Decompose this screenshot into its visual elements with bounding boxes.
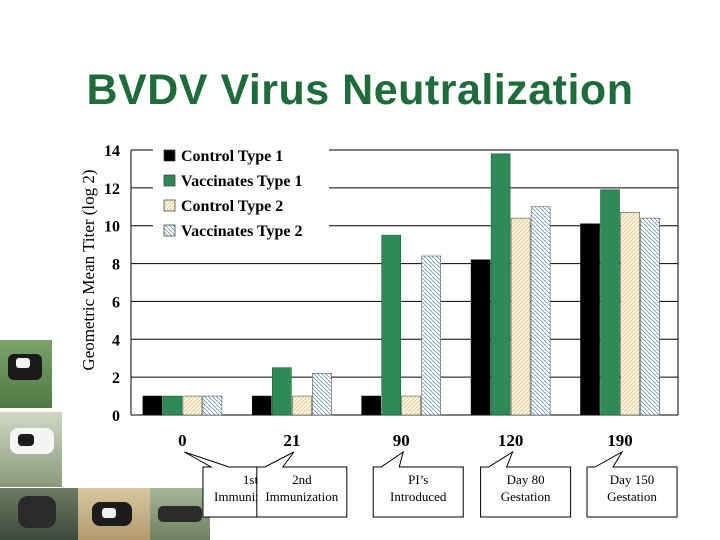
bars bbox=[142, 153, 660, 416]
x-tick-labels: 0 21 90 120 190 bbox=[178, 431, 633, 450]
callout-box bbox=[586, 450, 678, 518]
cow-photo-1 bbox=[0, 340, 52, 408]
herd-photo bbox=[150, 488, 210, 540]
callout-text: Day 150 bbox=[610, 472, 654, 487]
vaccination-photo bbox=[0, 488, 78, 540]
bar-control-type-1-90 bbox=[361, 395, 382, 416]
legend-label: Vaccinates Type 2 bbox=[181, 223, 302, 240]
bar-control-type-1-0 bbox=[142, 395, 163, 416]
legend-box bbox=[153, 143, 329, 243]
cow-photo-2 bbox=[0, 412, 62, 487]
callout-text: Immunization bbox=[265, 489, 338, 504]
bar-control-type-2-0 bbox=[182, 395, 203, 416]
callout-3: Day 80 Gestation bbox=[480, 450, 572, 518]
bar-control-type-1-120 bbox=[470, 259, 491, 416]
bar-control-type-2-90 bbox=[401, 395, 422, 416]
axes bbox=[130, 150, 679, 415]
callout-text: Day 80 bbox=[507, 472, 545, 487]
y-tick-label: 10 bbox=[104, 219, 120, 236]
photo-strip bbox=[0, 340, 210, 540]
y-tick-label: 8 bbox=[112, 257, 120, 274]
slide-title: BVDV Virus Neutralization bbox=[86, 66, 634, 114]
y-tick-label: 0 bbox=[112, 408, 120, 425]
bar-vaccinates-type-2-0 bbox=[202, 395, 223, 416]
legend-swatch bbox=[163, 199, 176, 212]
callout-box bbox=[372, 450, 464, 518]
callout-box bbox=[256, 451, 348, 518]
callout-text: Gestation bbox=[501, 489, 551, 504]
bar-vaccinates-type-1-90 bbox=[381, 234, 402, 416]
callout-text: 1st bbox=[243, 472, 259, 487]
bar-vaccinates-type-1-120 bbox=[490, 153, 511, 416]
x-tick-label: 0 bbox=[178, 431, 187, 450]
legend-label: Control Type 2 bbox=[181, 198, 283, 215]
legend-swatch bbox=[163, 149, 176, 162]
bar-vaccinates-type-1-21 bbox=[272, 367, 292, 416]
y-tick-label: 14 bbox=[104, 143, 120, 160]
callout-4: Day 150 Gestation bbox=[586, 450, 678, 518]
y-tick-label: 2 bbox=[112, 370, 120, 387]
y-tick-label: 4 bbox=[112, 332, 120, 349]
y-tick-label: 12 bbox=[104, 181, 120, 198]
bar-control-type-1-190 bbox=[580, 223, 600, 416]
legend-swatch bbox=[163, 224, 176, 237]
bar-control-type-1-21 bbox=[252, 395, 272, 416]
legend-label: Control Type 1 bbox=[181, 148, 283, 165]
callout-1: 2nd Immunization bbox=[256, 451, 348, 518]
bar-vaccinates-type-1-0 bbox=[162, 395, 183, 416]
y-axis-label: Geometric Mean Titer (log 2) bbox=[79, 169, 98, 370]
callout-box bbox=[480, 450, 572, 518]
x-tick-label: 21 bbox=[283, 431, 300, 450]
callout-text: 2nd bbox=[292, 472, 312, 487]
bar-vaccinates-type-1-190 bbox=[600, 189, 620, 416]
callout-text: Gestation bbox=[607, 489, 657, 504]
bar-vaccinates-type-2-120 bbox=[530, 206, 551, 416]
bar-vaccinates-type-2-21 bbox=[312, 373, 332, 416]
y-tick-labels: 0 2 4 6 8 10 12 14 bbox=[104, 143, 120, 425]
bar-control-type-2-190 bbox=[620, 212, 640, 416]
bar-control-type-2-120 bbox=[510, 217, 531, 416]
x-tick-label: 190 bbox=[607, 431, 633, 450]
bar-control-type-2-21 bbox=[292, 395, 312, 416]
legend-label: Vaccinates Type 1 bbox=[181, 173, 302, 190]
callout-text: PI’s bbox=[408, 472, 428, 487]
legend: Control Type 1 Vaccinates Type 1 Control T… bbox=[153, 143, 329, 243]
y-tick-label: 6 bbox=[112, 294, 120, 311]
calf-photo bbox=[78, 488, 150, 540]
x-tick-label: 120 bbox=[498, 431, 524, 450]
bar-vaccinates-type-2-90 bbox=[421, 255, 442, 416]
bar-vaccinates-type-2-190 bbox=[640, 217, 660, 416]
callout-2: PI’s Introduced bbox=[372, 450, 464, 518]
legend-swatch bbox=[163, 174, 176, 187]
callout-text: Introduced bbox=[390, 489, 447, 504]
x-tick-label: 90 bbox=[393, 431, 410, 450]
